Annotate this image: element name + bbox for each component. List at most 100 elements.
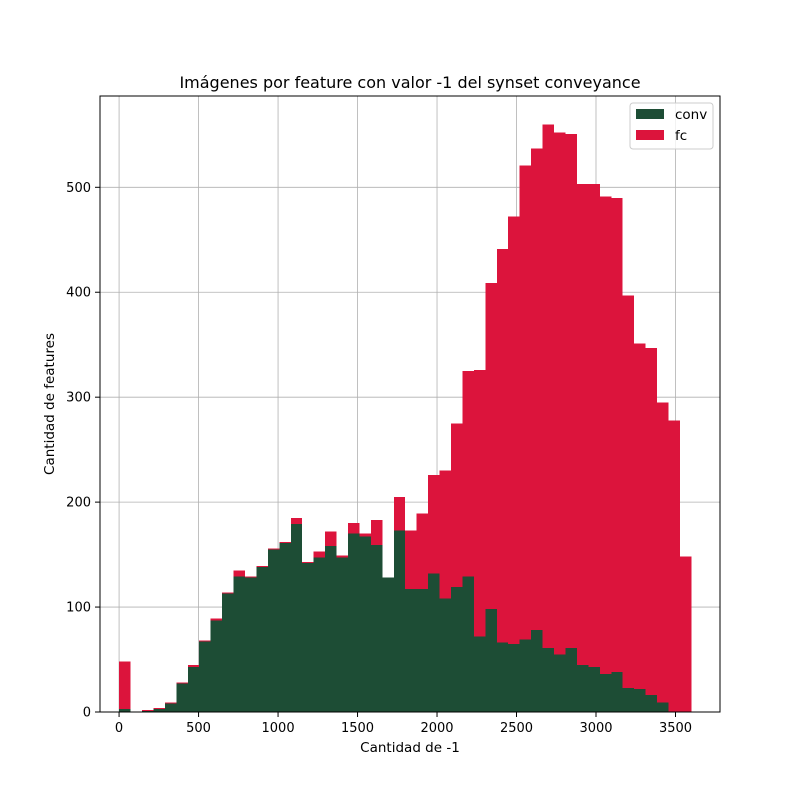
bar-fc — [565, 133, 577, 648]
y-tick-label: 400 — [66, 286, 91, 301]
bar-conv — [473, 636, 486, 712]
x-tick-label: 2000 — [420, 721, 453, 736]
y-tick-label: 300 — [66, 391, 91, 406]
bar-conv — [244, 577, 257, 712]
bar-fc — [599, 196, 612, 675]
x-tick-label: 1000 — [262, 721, 295, 736]
bar-conv — [336, 557, 348, 712]
bar-conv — [210, 620, 223, 712]
bar-conv — [187, 666, 200, 712]
bar-conv — [267, 549, 280, 712]
bar-fc — [645, 347, 658, 696]
bar-conv — [519, 639, 532, 712]
bar-conv — [542, 647, 555, 712]
bar-fc — [336, 555, 348, 558]
bar-fc — [210, 618, 223, 621]
bar-fc — [588, 184, 600, 667]
bar-conv — [256, 567, 268, 712]
bar-conv — [428, 573, 440, 712]
bar-fc — [657, 402, 669, 703]
bar-conv — [233, 576, 245, 712]
bar-fc — [405, 530, 417, 590]
y-tick-label: 100 — [66, 601, 91, 616]
y-axis-label: Cantidad de features — [42, 333, 58, 475]
bar-fc — [176, 682, 188, 684]
bar-conv — [290, 524, 303, 712]
bar-fc — [679, 556, 692, 712]
bar-fc — [531, 148, 543, 631]
bar-fc — [290, 517, 303, 525]
bar-fc — [473, 369, 486, 637]
legend-swatch-fc — [636, 130, 664, 140]
legend-swatch-conv — [636, 109, 664, 119]
chart-title: Imágenes por feature con valor -1 del sy… — [179, 73, 640, 92]
bar-conv — [222, 593, 234, 712]
bars-layer — [119, 124, 692, 712]
bar-fc — [244, 576, 257, 578]
x-tick-label: 0 — [115, 721, 123, 736]
bar-conv — [599, 674, 612, 712]
bar-conv — [565, 647, 577, 712]
bar-fc — [622, 295, 635, 688]
x-axis-label: Cantidad de -1 — [360, 740, 460, 756]
bar-fc — [485, 282, 497, 610]
bar-conv — [588, 666, 600, 712]
bar-conv — [645, 695, 658, 712]
x-tick-label: 500 — [186, 721, 211, 736]
bar-fc — [634, 343, 646, 689]
bar-conv — [359, 536, 371, 712]
bar-conv — [611, 672, 623, 712]
legend-label-fc: fc — [675, 128, 687, 144]
plot-frame — [99, 95, 721, 713]
bar-conv — [439, 598, 452, 712]
bar-conv — [119, 708, 131, 712]
bar-conv — [622, 687, 635, 712]
bar-fc — [119, 661, 131, 709]
bar-conv — [634, 688, 646, 712]
bar-fc — [496, 249, 509, 643]
bar-conv — [657, 702, 669, 712]
bar-conv — [531, 630, 543, 712]
bar-fc — [267, 548, 280, 550]
bar-conv — [416, 589, 429, 712]
bar-fc — [576, 184, 589, 665]
bar-conv — [405, 589, 417, 712]
bar-fc — [279, 541, 291, 544]
bar-conv — [164, 703, 177, 712]
bar-fc — [542, 124, 555, 648]
bar-fc — [325, 531, 337, 547]
bar-fc — [348, 523, 360, 534]
bar-conv — [141, 710, 154, 712]
bar-conv — [370, 545, 383, 712]
bar-conv — [279, 543, 291, 712]
bar-fc — [370, 519, 383, 546]
bar-conv — [325, 546, 337, 712]
y-tick-label: 0 — [83, 706, 91, 721]
bar-fc — [428, 474, 440, 574]
bar-fc — [233, 570, 245, 577]
bar-fc — [141, 709, 154, 711]
bar-fc — [668, 420, 680, 712]
bar-fc — [313, 551, 326, 558]
bar-fc — [554, 132, 566, 655]
x-tick-label: 3000 — [579, 721, 612, 736]
legend: conv fc — [629, 102, 714, 150]
bar-conv — [485, 609, 497, 712]
bar-conv — [153, 708, 165, 712]
bar-fc — [519, 165, 532, 640]
bar-conv — [382, 577, 394, 712]
bar-conv — [451, 587, 463, 712]
axes-layer: 0 500 1000 1500 2000 2500 3000 3500 0 100 200 300 40… — [66, 95, 721, 736]
bar-fc — [451, 423, 463, 588]
bar-conv — [554, 654, 566, 712]
bar-fc — [611, 197, 623, 673]
x-tick-label: 2500 — [500, 721, 533, 736]
bar-fc — [462, 370, 474, 577]
bar-conv — [393, 530, 406, 712]
bar-conv — [496, 642, 509, 712]
bar-fc — [439, 470, 452, 599]
bar-fc — [393, 496, 406, 531]
bar-conv — [302, 562, 314, 712]
